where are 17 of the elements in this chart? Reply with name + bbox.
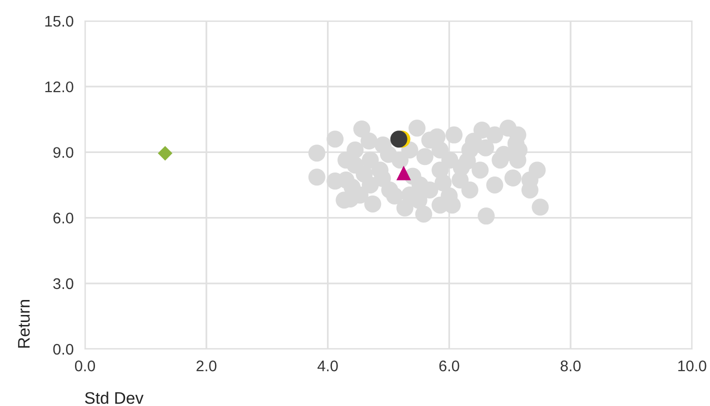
x-tick-label: 10.0 xyxy=(678,360,706,372)
x-tick-label: 8.0 xyxy=(560,360,581,372)
x-axis-title: Std Dev xyxy=(85,392,144,404)
y-axis-title: Return xyxy=(18,300,30,348)
y-tick-label: 12.0 xyxy=(45,81,74,92)
y-tick-label: 9.0 xyxy=(53,147,74,158)
y-tick-label: 6.0 xyxy=(53,212,74,224)
x-tick-label: 6.0 xyxy=(439,360,460,372)
point xyxy=(158,146,172,161)
x-tick-label: 4.0 xyxy=(318,360,338,372)
x-tick-label: 2.0 xyxy=(196,360,216,372)
point xyxy=(396,166,411,180)
y-tick-label: 15.0 xyxy=(45,16,74,27)
x-tick-label: 0.0 xyxy=(74,360,96,372)
y-tick-label: 3.0 xyxy=(53,278,74,290)
point xyxy=(390,130,408,148)
y-tick-label: 0.0 xyxy=(53,344,74,355)
